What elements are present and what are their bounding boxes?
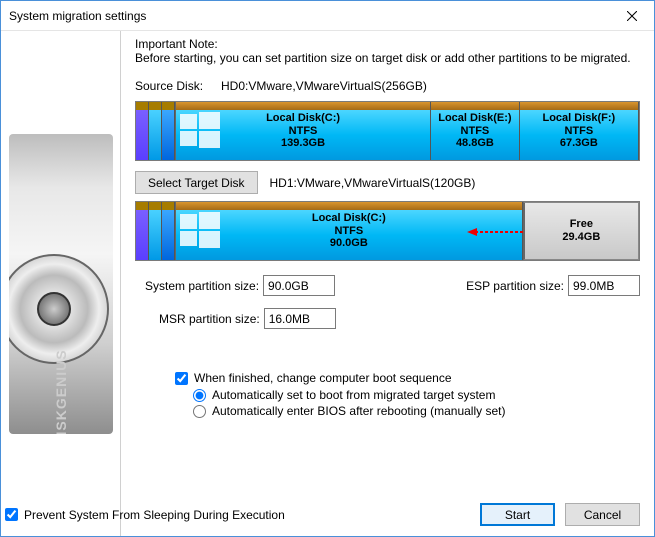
prevent-sleep-checkbox[interactable]: [5, 508, 18, 521]
auto-boot-radio[interactable]: [193, 389, 206, 402]
close-icon: [627, 11, 637, 21]
content: DISKGENIUS Important Note: Before starti…: [1, 31, 654, 536]
target-disk-bar[interactable]: Local Disk(C:)NTFS90.0GBFree29.4GB: [135, 201, 640, 261]
auto-boot-label: Automatically set to boot from migrated …: [212, 388, 495, 402]
auto-bios-label: Automatically enter BIOS after rebooting…: [212, 404, 505, 418]
partition[interactable]: Local Disk(C:)NTFS139.3GB: [176, 102, 431, 160]
resize-arrow-icon[interactable]: [467, 227, 525, 235]
system-stripes: [136, 102, 176, 160]
window-title: System migration settings: [9, 9, 609, 23]
titlebar: System migration settings: [1, 1, 654, 31]
sys-size-label: System partition size:: [145, 279, 259, 293]
sidebar-image: DISKGENIUS: [1, 31, 121, 536]
size-fields-row-2: MSR partition size:: [135, 308, 640, 329]
esp-size-label: ESP partition size:: [466, 279, 564, 293]
boot-sequence-check-row: When finished, change computer boot sequ…: [175, 371, 640, 385]
auto-boot-radio-row: Automatically set to boot from migrated …: [193, 388, 640, 402]
esp-size-input[interactable]: [568, 275, 640, 296]
target-select-row: Select Target Disk HD1:VMware,VMwareVirt…: [135, 171, 640, 194]
free-space[interactable]: Free29.4GB: [523, 202, 639, 260]
select-target-disk-button[interactable]: Select Target Disk: [135, 171, 258, 194]
main-panel: Important Note: Before starting, you can…: [121, 31, 654, 536]
source-disk-bar: Local Disk(C:)NTFS139.3GBLocal Disk(E:)N…: [135, 101, 640, 161]
auto-bios-radio[interactable]: [193, 405, 206, 418]
source-disk-value: HD0:VMware,VMwareVirtualS(256GB): [221, 79, 427, 93]
start-button[interactable]: Start: [480, 503, 555, 526]
target-disk-value: HD1:VMware,VMwareVirtualS(120GB): [270, 176, 476, 190]
prevent-sleep-label: Prevent System From Sleeping During Exec…: [24, 508, 285, 522]
note-heading: Important Note:: [135, 37, 640, 51]
size-fields-row-1: System partition size: ESP partition siz…: [135, 275, 640, 296]
source-disk-row: Source Disk: HD0:VMware,VMwareVirtualS(2…: [135, 79, 640, 93]
cancel-button[interactable]: Cancel: [565, 503, 640, 526]
close-button[interactable]: [609, 1, 654, 31]
partition[interactable]: Local Disk(F:)NTFS67.3GB: [520, 102, 639, 160]
system-stripes: [136, 202, 176, 260]
msr-size-label: MSR partition size:: [159, 312, 260, 326]
sys-size-input[interactable]: [263, 275, 335, 296]
source-disk-label: Source Disk:: [135, 79, 207, 93]
auto-bios-radio-row: Automatically enter BIOS after rebooting…: [193, 404, 640, 418]
brand-text: DISKGENIUS: [53, 349, 69, 434]
hdd-illustration: DISKGENIUS: [9, 134, 113, 434]
bottom-bar: Prevent System From Sleeping During Exec…: [135, 503, 640, 526]
boot-sequence-label: When finished, change computer boot sequ…: [194, 371, 452, 385]
note-body: Before starting, you can set partition s…: [135, 51, 640, 66]
partition[interactable]: Local Disk(E:)NTFS48.8GB: [431, 102, 520, 160]
boot-sequence-checkbox[interactable]: [175, 372, 188, 385]
msr-size-input[interactable]: [264, 308, 336, 329]
